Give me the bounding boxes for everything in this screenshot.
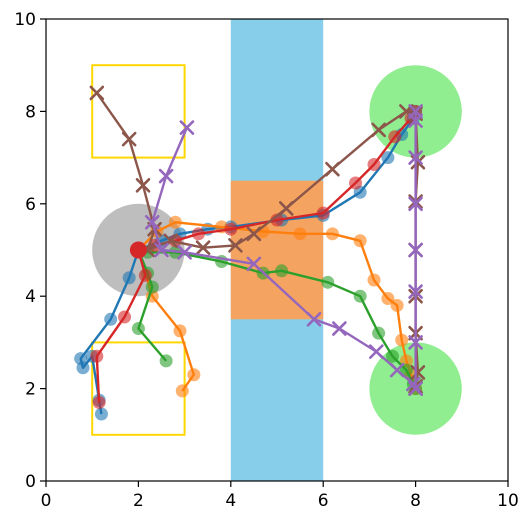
series-0-point-15: [381, 151, 395, 165]
series-1-point-2: [173, 324, 187, 338]
series-0-point-6: [122, 271, 136, 285]
series-3-point-0: [92, 395, 106, 409]
series-3-point-7: [191, 227, 205, 241]
x-tick-label-3: 6: [318, 491, 329, 511]
series-3-point-10: [316, 206, 330, 220]
series-2-point-1: [131, 322, 145, 336]
x-tick-label-0: 0: [41, 491, 52, 511]
series-0-point-4: [74, 352, 88, 366]
series-2-point-9: [275, 264, 289, 278]
series-1-point-12: [367, 273, 381, 287]
series-1-point-0: [175, 384, 189, 398]
series-1-point-11: [353, 234, 367, 248]
series-3-point-1: [90, 349, 104, 363]
series-1-point-9: [293, 227, 307, 241]
series-5-point-7: [332, 321, 347, 336]
series-4-point-1: [121, 131, 137, 147]
plot-area: [74, 19, 462, 481]
y-tick-label-5: 10: [14, 10, 36, 30]
series-5-point-16: [408, 150, 423, 165]
series-5-point-3: [154, 242, 169, 258]
series-3-point-13: [388, 130, 402, 144]
series-5-point-12: [408, 335, 423, 350]
series-0-point-5: [104, 312, 118, 326]
series-4-point-10: [325, 161, 340, 177]
x-tick-label-5: 10: [497, 491, 519, 511]
series-5-point-5: [246, 256, 262, 272]
series-3-point-2: [118, 310, 132, 324]
series-3-point-11: [349, 176, 363, 190]
series-1-point-14: [390, 298, 404, 312]
series-5-point-18: [408, 104, 423, 119]
series-5-point-13: [408, 284, 423, 299]
series-1-point-15: [395, 333, 409, 347]
series-3-point-3: [138, 268, 152, 282]
series-0-point-0: [94, 407, 108, 421]
x-tick-label-4: 8: [410, 491, 421, 511]
axes-frame: [45, 18, 509, 482]
series-1-point-1: [187, 368, 201, 382]
series-2-point-13: [386, 349, 399, 363]
series-2-point-12: [372, 326, 386, 340]
series-2-point-2: [145, 280, 159, 294]
series-5-point-8: [369, 344, 384, 359]
series-2-point-0: [159, 354, 173, 368]
region-rect-1: [230, 180, 324, 320]
axes: 0 2 4 6 8 10 0 2 4 6 8 10: [14, 10, 518, 511]
series-1-point-6: [168, 215, 182, 229]
x-tick-label-1: 2: [133, 491, 144, 511]
series-5-point-1: [158, 168, 174, 184]
region-rect-5: [91, 64, 186, 159]
series-3-point-8: [224, 222, 238, 236]
series-4-point-11: [371, 122, 386, 138]
series-2-point-14: [399, 363, 413, 377]
series-5-point-0: [179, 120, 195, 135]
series-line-3: [95, 110, 417, 403]
series-4-point-8: [246, 226, 262, 242]
y-tick-label-2: 4: [25, 287, 36, 307]
series-5-point-15: [408, 196, 423, 212]
y-tick-label-0: 0: [25, 472, 36, 492]
series-4-point-19: [410, 365, 426, 380]
series-4-point-2: [135, 178, 151, 193]
region-rect-6: [91, 341, 186, 436]
series-5-point-4: [177, 245, 192, 260]
series-5-point-9: [389, 362, 405, 378]
series-5-point-11: [408, 381, 423, 396]
series-1-point-13: [381, 292, 395, 306]
series-4-point-9: [278, 201, 294, 216]
series-2-point-10: [321, 275, 335, 289]
x-tick-label-2: 4: [225, 491, 236, 511]
y-tick-label-1: 2: [25, 380, 36, 400]
series-5: [144, 104, 423, 396]
series-4-point-0: [89, 85, 105, 101]
series-3-point-12: [367, 158, 381, 172]
start-marker: [129, 241, 147, 259]
series-4-point-7: [228, 238, 243, 253]
y-tick-label-3: 6: [25, 195, 36, 215]
series-2-point-11: [353, 289, 367, 303]
series-5-point-6: [306, 312, 322, 327]
series-5-point-2: [144, 214, 160, 230]
series-5-point-14: [408, 242, 423, 258]
y-tick-label-4: 8: [25, 102, 36, 122]
series-4-point-6: [195, 240, 211, 255]
series-1-point-10: [325, 227, 339, 241]
